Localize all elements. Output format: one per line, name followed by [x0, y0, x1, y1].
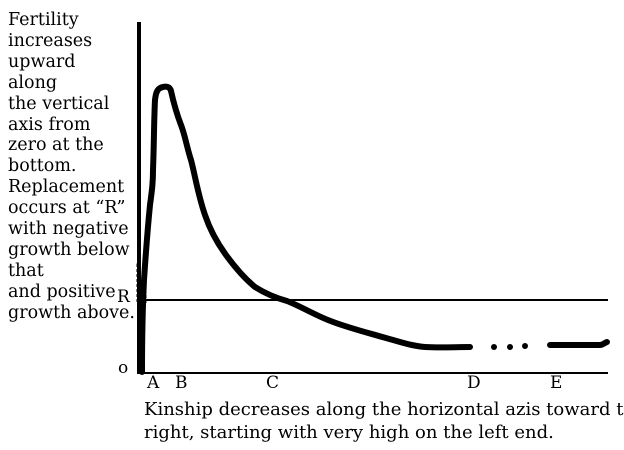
fertility-curve-tail	[547, 339, 610, 348]
note-line: upward	[8, 51, 76, 72]
x-marker-d: D	[467, 373, 481, 393]
note-line: with negative	[8, 219, 129, 240]
continuation-dot	[491, 344, 497, 350]
note-line: increases	[8, 30, 93, 51]
caption-line: Kinship decreases along the horizontal a…	[144, 399, 624, 420]
note-line: bottom.	[8, 156, 77, 177]
note-line: occurs at “R”	[8, 198, 126, 219]
continuation-dot	[522, 343, 528, 349]
vertical-axis-explanation: Fertility increases upward along the ver…	[8, 10, 148, 324]
note-line: and positive	[8, 281, 116, 302]
note-line: zero at the	[8, 135, 104, 156]
note-line: Replacement	[8, 177, 125, 198]
note-line: growth below	[8, 239, 130, 260]
note-line: Fertility	[8, 10, 79, 30]
horizontal-axis-explanation: Kinship decreases along the horizontal a…	[144, 398, 624, 444]
x-marker-e: E	[550, 373, 563, 393]
continuation-dot	[507, 344, 513, 350]
note-line: growth above.	[8, 302, 135, 323]
note-line: the vertical	[8, 93, 110, 114]
x-marker-c: C	[266, 373, 280, 393]
caption-line: right, starting with very high on the le…	[144, 422, 554, 443]
replacement-level-label: R	[117, 287, 130, 307]
note-line: that	[8, 260, 44, 281]
note-line: along	[8, 72, 58, 93]
replacement-dashed-mark	[136, 263, 147, 305]
x-marker-b: B	[175, 373, 188, 393]
x-marker-a: A	[147, 373, 160, 393]
note-line: axis from	[8, 114, 91, 135]
zero-label: o	[118, 358, 129, 378]
fertility-curve	[139, 83, 473, 375]
